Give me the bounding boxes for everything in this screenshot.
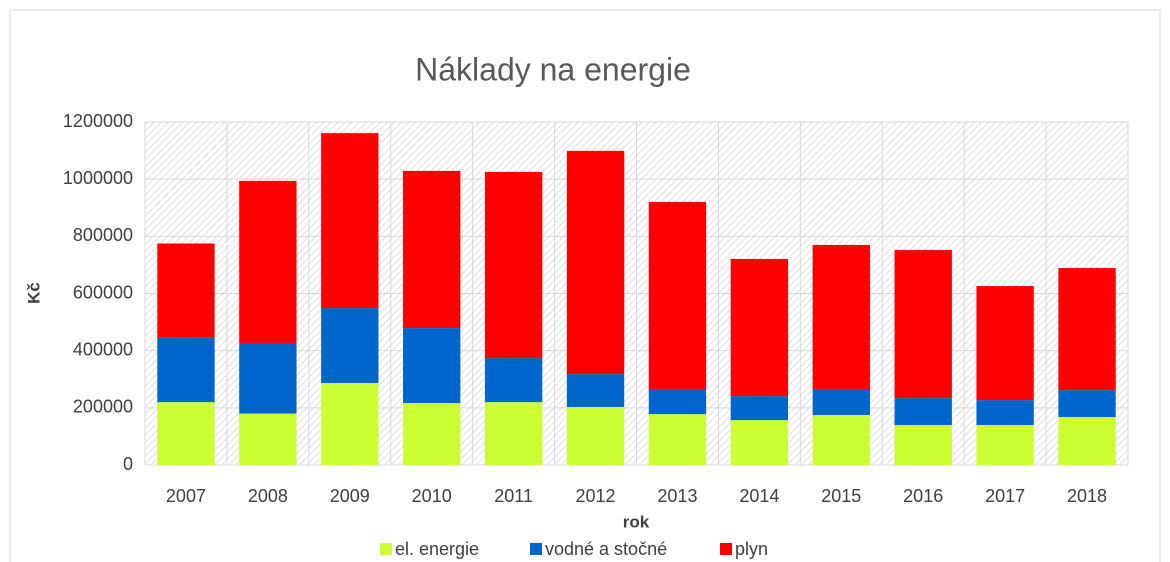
y-axis-label: Kč (24, 282, 43, 304)
x-tick-label: 2018 (1067, 486, 1107, 506)
y-tick-label: 200000 (73, 397, 133, 417)
y-tick-label: 0 (123, 454, 133, 474)
bar-segment (403, 170, 461, 329)
bar-segment (648, 202, 707, 389)
bar-segment (403, 328, 461, 403)
x-tick-label: 2009 (330, 486, 370, 506)
x-tick-label: 2015 (821, 486, 861, 506)
x-tick-label: 2008 (248, 486, 288, 506)
bar-segment (566, 374, 625, 407)
bar-segment (812, 244, 870, 389)
bar-segment (566, 150, 625, 375)
legend-swatch (530, 543, 542, 555)
bar-segment (239, 180, 297, 343)
legend-label: plyn (735, 539, 768, 559)
y-tick-label: 800000 (73, 225, 133, 245)
x-tick-label: 2016 (903, 486, 943, 506)
chart-title: Náklady na energie (415, 51, 691, 87)
bar-segment (321, 133, 379, 309)
bar-segment (812, 414, 870, 465)
x-tick-label: 2011 (494, 486, 533, 506)
bar-segment (976, 400, 1034, 425)
bar-segment (566, 406, 625, 465)
x-tick-label: 2010 (412, 486, 452, 506)
bar-segment (976, 424, 1034, 465)
bar-segment (239, 413, 297, 465)
bar-segment (730, 396, 789, 421)
x-tick-label: 2007 (166, 486, 206, 506)
legend-label: vodné a stočné (545, 539, 667, 559)
x-tick-label: 2014 (739, 486, 779, 506)
legend-swatch (380, 543, 392, 555)
bar-segment (894, 250, 952, 399)
bar-segment (976, 286, 1034, 401)
y-tick-label: 1000000 (63, 168, 133, 188)
bar-segment (894, 398, 952, 425)
bar-segment (648, 388, 707, 415)
y-tick-label: 1200000 (63, 111, 133, 131)
bar-segment (730, 258, 789, 397)
x-tick-label: 2013 (657, 486, 697, 506)
bar-segment (1058, 416, 1116, 465)
bar-segment (403, 402, 461, 465)
bar-segment (484, 402, 543, 465)
bar-segment (484, 172, 543, 359)
bar-segment (321, 308, 379, 383)
bar-segment (1058, 268, 1116, 391)
bar-segment (1058, 390, 1116, 417)
bar-segment (812, 388, 870, 415)
legend-label: el. energie (395, 539, 479, 559)
bar-segment (730, 420, 789, 465)
y-tick-label: 400000 (73, 339, 133, 359)
bar-segment (157, 243, 215, 338)
x-axis-label: rok (623, 512, 650, 531)
bar-segment (894, 424, 952, 465)
x-tick-label: 2012 (576, 486, 616, 506)
bar-segment (648, 414, 707, 465)
bar-segment (157, 337, 215, 403)
y-tick-label: 600000 (73, 282, 133, 302)
bar-segment (239, 342, 297, 414)
bar-segment (484, 358, 543, 403)
bar-segment (321, 382, 379, 465)
x-tick-label: 2017 (985, 486, 1025, 506)
bar-segment (157, 402, 215, 465)
legend-swatch (720, 543, 732, 555)
